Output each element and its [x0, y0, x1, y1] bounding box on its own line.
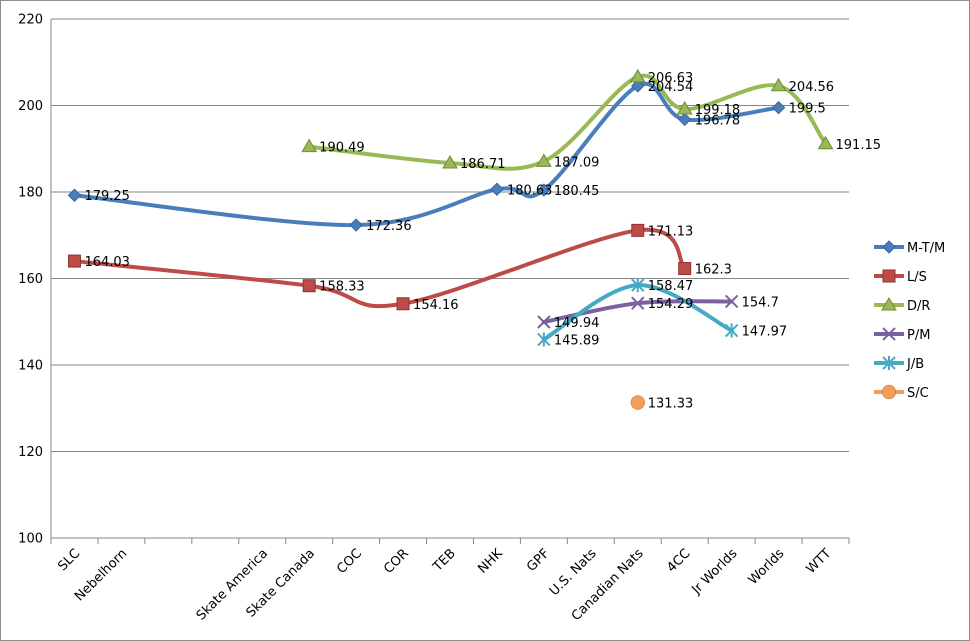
legend-label-d-r: D/R — [907, 299, 930, 314]
data-label-m-t-m: 180.63 — [507, 183, 553, 198]
data-point-d-r — [442, 154, 458, 169]
data-point-l-s — [396, 297, 410, 311]
data-point-l-s — [631, 223, 645, 237]
data-label-p-m: 149.94 — [554, 316, 600, 331]
y-tick-label: 200 — [18, 99, 43, 114]
data-label-m-t-m: 204.54 — [648, 80, 694, 95]
legend-marker-s-c — [881, 384, 897, 400]
data-point-p-m — [537, 315, 551, 329]
x-tick-label: COR — [381, 546, 412, 577]
y-tick-label: 140 — [18, 359, 43, 374]
data-point-j-b — [724, 323, 739, 338]
data-label-d-r: 199.18 — [695, 103, 741, 118]
gridlines — [51, 18, 849, 539]
data-label-l-s: 171.13 — [648, 224, 694, 239]
legend-label-l-s: L/S — [907, 270, 927, 285]
legend-marker-j-b — [882, 356, 896, 370]
legend-marker-m-t-m — [882, 240, 896, 254]
data-label-j-b: 147.97 — [742, 325, 788, 340]
data-point-d-r — [536, 153, 552, 167]
data-point-m-t-m — [67, 188, 82, 202]
data-label-d-r: 187.09 — [554, 155, 600, 170]
x-tick-label: COC — [334, 546, 365, 577]
series-markers — [67, 68, 834, 410]
data-label-p-m: 154.29 — [648, 297, 694, 312]
legend-label-j-b: J/B — [906, 357, 924, 372]
data-label-l-s: 162.3 — [695, 263, 732, 278]
x-tick-label: TEB — [430, 546, 459, 575]
data-label-d-r: 204.56 — [789, 80, 835, 95]
legend-marker-d-r — [881, 297, 897, 311]
data-point-d-r — [676, 101, 693, 115]
data-point-l-s — [67, 254, 81, 268]
data-label-m-t-m: 179.25 — [84, 189, 129, 204]
series-line-j-b — [541, 283, 734, 342]
data-label-l-s: 154.16 — [413, 298, 459, 313]
data-point-d-r — [770, 77, 787, 92]
legend-marker-p-m — [882, 327, 896, 341]
x-tick-label: GPF — [524, 546, 553, 575]
y-tick-label: 100 — [18, 532, 43, 547]
x-tick-label: 4CC — [664, 546, 693, 575]
data-point-d-r — [301, 138, 318, 153]
legend: M-T/M L/S D/R P/M J/B S/C — [874, 240, 945, 401]
data-label-m-t-m: 199.5 — [789, 102, 826, 117]
data-point-m-t-m — [677, 112, 692, 127]
data-label-l-s: 158.33 — [319, 280, 365, 295]
data-label-s-c: 131.33 — [648, 396, 694, 411]
x-tick-label: WTT — [804, 546, 835, 577]
data-label-p-m: 154.7 — [742, 295, 779, 310]
data-label-m-t-m: 196.78 — [695, 113, 741, 128]
y-axis: 100 120 140 160 180 200 220 — [18, 13, 52, 547]
data-point-s-c — [630, 395, 646, 410]
data-point-p-m — [631, 296, 645, 310]
data-point-p-m — [724, 294, 739, 309]
data-label-l-s: 164.03 — [84, 255, 129, 270]
legend-label-s-c: S/C — [907, 386, 929, 401]
data-point-j-b — [537, 332, 551, 347]
legend-label-m-t-m: M-T/M — [907, 241, 945, 256]
series-line-m-t-m — [72, 81, 781, 228]
x-tick-label: Worlds — [746, 546, 788, 588]
y-tick-label: 220 — [18, 13, 43, 28]
data-label-d-r: 190.49 — [319, 141, 365, 156]
legend-marker-l-s — [882, 269, 896, 283]
data-label-d-r: 206.63 — [648, 71, 694, 86]
legend-label-p-m: P/M — [907, 328, 930, 343]
data-label-d-r: 186.71 — [460, 157, 506, 172]
data-point-j-b — [631, 278, 645, 293]
data-point-m-t-m — [349, 218, 363, 232]
data-point-m-t-m — [771, 100, 786, 115]
data-label-d-r: 191.15 — [836, 138, 882, 153]
data-point-d-r — [629, 68, 646, 83]
y-tick-label: 120 — [18, 445, 43, 460]
data-point-m-t-m — [631, 79, 645, 93]
x-tick-label: Jr Worlds — [689, 546, 741, 598]
data-point-l-s — [302, 279, 316, 293]
data-label-m-t-m: 180.45 — [554, 184, 600, 199]
data-label-j-b: 158.47 — [648, 279, 694, 294]
data-point-m-t-m — [537, 183, 551, 197]
y-tick-label: 160 — [18, 272, 43, 287]
data-label-m-t-m: 172.36 — [366, 219, 412, 234]
data-point-d-r — [817, 135, 834, 150]
x-tick-label: NHK — [475, 546, 506, 577]
y-tick-label: 180 — [18, 186, 43, 201]
x-tick-label: SLC — [55, 546, 83, 574]
data-point-m-t-m — [490, 182, 504, 196]
data-point-l-s — [678, 262, 692, 276]
series-line-l-s — [72, 227, 687, 309]
data-label-j-b: 145.89 — [554, 334, 600, 349]
